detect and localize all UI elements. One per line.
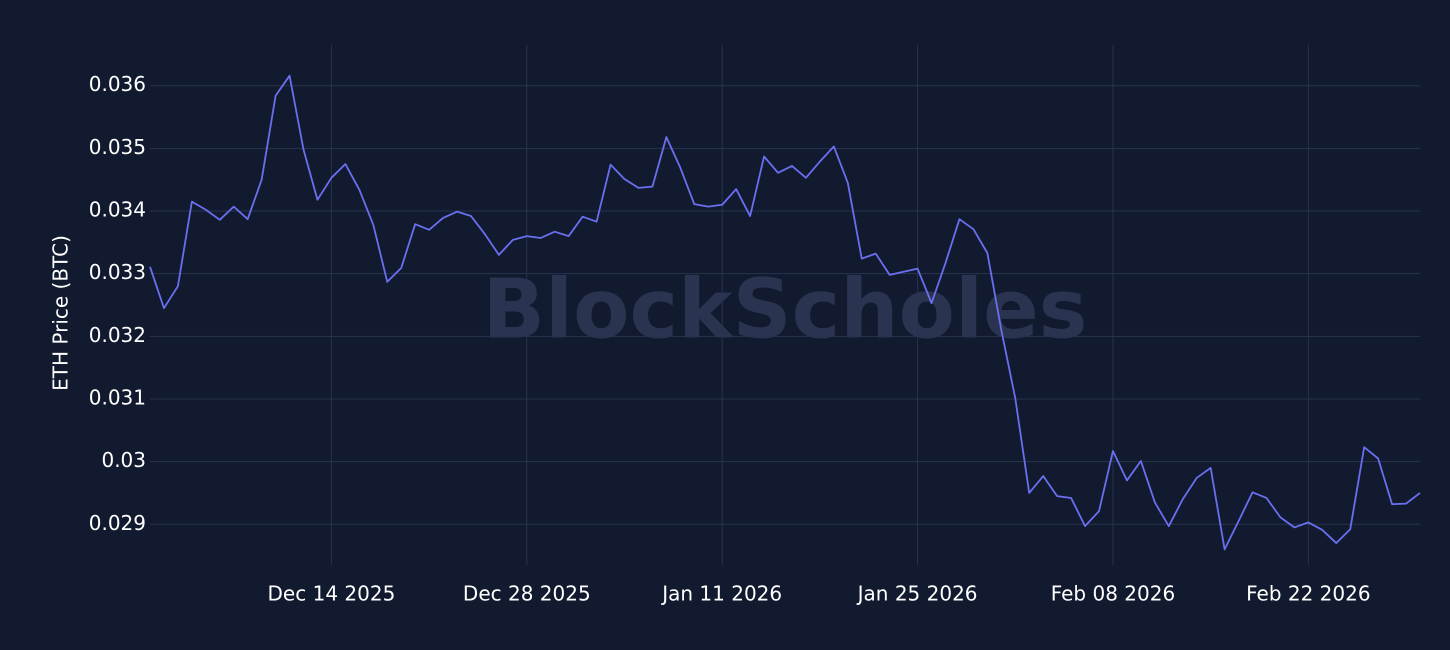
y-tick-label: 0.032 bbox=[89, 323, 146, 347]
y-tick-label: 0.03 bbox=[101, 448, 146, 472]
y-tick-label: 0.031 bbox=[89, 385, 146, 409]
x-tick-label: Feb 22 2026 bbox=[1246, 582, 1370, 606]
x-tick-label: Dec 14 2025 bbox=[268, 582, 396, 606]
y-tick-label: 0.035 bbox=[89, 135, 146, 159]
x-tick-label: Dec 28 2025 bbox=[463, 582, 591, 606]
watermark: BlockScholes bbox=[483, 262, 1088, 357]
x-tick-label: Jan 25 2026 bbox=[856, 582, 978, 606]
y-tick-label: 0.034 bbox=[89, 198, 146, 222]
line-series bbox=[149, 74, 1421, 551]
x-tick-label: Feb 08 2026 bbox=[1051, 582, 1175, 606]
y-tick-label: 0.033 bbox=[89, 260, 146, 284]
y-axis-label: ETH Price (BTC) bbox=[49, 235, 73, 391]
y-tick-label: 0.029 bbox=[89, 511, 146, 535]
y-tick-label: 0.036 bbox=[89, 72, 146, 96]
x-tick-label: Jan 11 2026 bbox=[660, 582, 782, 606]
